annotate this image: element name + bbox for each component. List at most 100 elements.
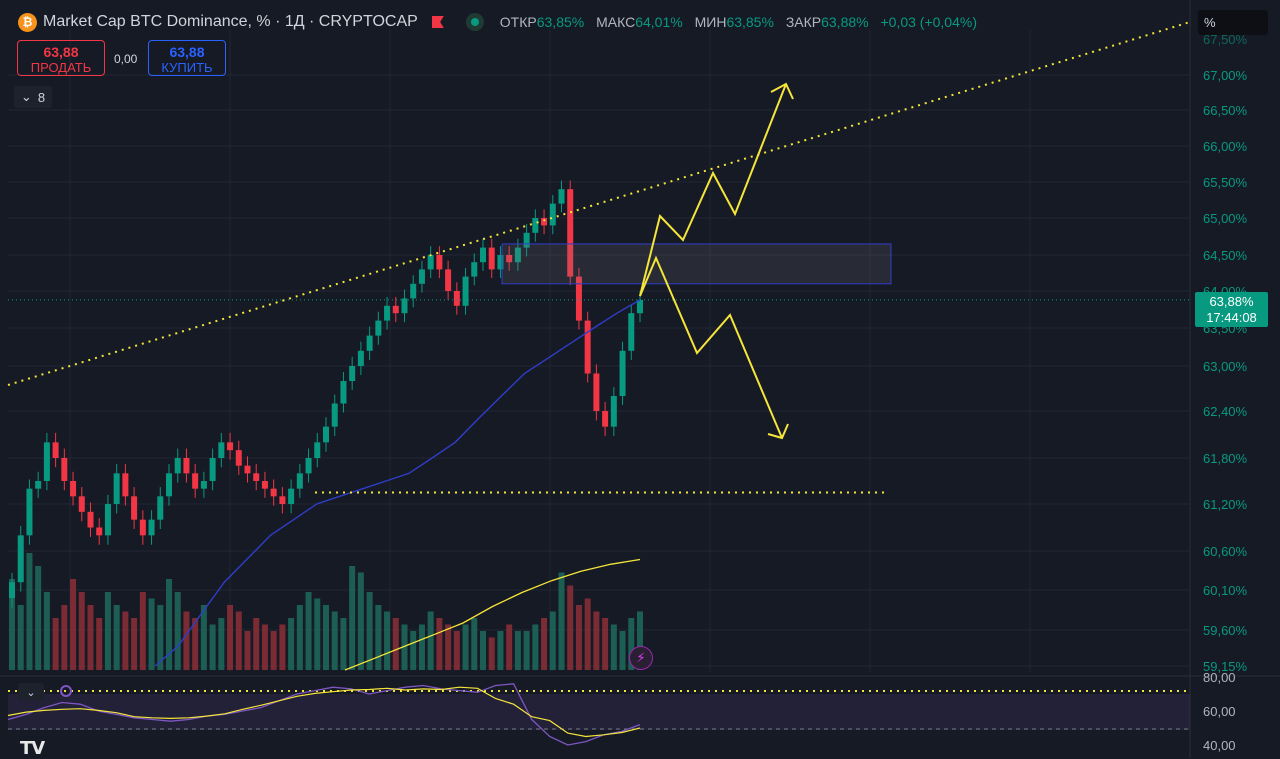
rsi-band xyxy=(8,694,1190,730)
volume-bar xyxy=(619,631,626,670)
volume-bar xyxy=(401,624,408,670)
volume-bar xyxy=(157,605,164,670)
candle-body xyxy=(104,504,111,536)
candle-body xyxy=(35,481,42,489)
candle-body xyxy=(453,291,460,306)
volume-bar xyxy=(166,579,172,670)
volume-bar xyxy=(17,605,24,670)
volume-bar xyxy=(218,618,225,670)
rsi-tick-label: 40,00 xyxy=(1203,738,1236,753)
volume-bar xyxy=(418,624,425,670)
candle-body xyxy=(43,442,50,481)
candle-body xyxy=(122,473,129,497)
candle-body xyxy=(575,276,582,321)
candle-body xyxy=(558,189,565,204)
candle-body xyxy=(488,247,495,270)
volume-bar xyxy=(357,572,364,670)
y-tick-label: 59,60% xyxy=(1203,623,1248,638)
volume-bar xyxy=(532,624,539,670)
bar-countdown: 17:44:08 xyxy=(1206,310,1257,325)
candle-body xyxy=(253,473,260,481)
candle-body xyxy=(148,519,155,536)
symbol-title[interactable]: Market Cap BTC Dominance, % · 1Д · CRYPT… xyxy=(43,13,418,30)
volume-ma-line xyxy=(344,558,641,671)
rsi-collapse-button[interactable]: ⌄ xyxy=(18,683,44,701)
scenario-up-arrowhead xyxy=(770,82,794,100)
volume-bar xyxy=(453,631,460,670)
chevron-down-icon: ⌄ xyxy=(26,686,36,699)
volume-bar xyxy=(78,592,85,670)
scale-mode-field[interactable]: % xyxy=(1198,10,1268,35)
candle-body xyxy=(305,458,312,474)
sell-button[interactable]: 63,88 ПРОДАТЬ xyxy=(17,40,105,76)
lightning-icon[interactable]: ⚡ xyxy=(629,646,653,670)
candle-body xyxy=(209,458,216,481)
candle-body xyxy=(602,411,609,427)
candle-body xyxy=(410,283,417,299)
buy-button[interactable]: 63,88 КУПИТЬ xyxy=(148,40,226,76)
volume-bar xyxy=(480,631,486,670)
spread-value: 0,00 xyxy=(114,52,138,66)
candle-body xyxy=(349,366,356,381)
candle-body xyxy=(384,305,391,321)
volume-bar xyxy=(567,585,574,670)
ohlc-high-value: 64,01% xyxy=(635,14,683,30)
candle-body xyxy=(610,396,617,427)
candle-body xyxy=(471,262,478,277)
candle-body xyxy=(131,496,138,520)
candle-body xyxy=(366,335,373,351)
moving-average-line xyxy=(154,299,641,667)
candle-body xyxy=(261,481,268,489)
volume-bar xyxy=(192,618,199,670)
y-tick-label: 66,00% xyxy=(1203,139,1248,154)
candle-body xyxy=(218,442,225,458)
candle-body xyxy=(462,276,469,306)
volume-bar xyxy=(87,605,94,670)
volume-bar xyxy=(436,618,443,670)
ohlc-open-label: ОТКР xyxy=(499,14,537,30)
volume-bar xyxy=(488,637,495,670)
y-tick-label: 61,20% xyxy=(1203,497,1248,512)
candle-body xyxy=(279,496,286,504)
candle-body xyxy=(506,255,513,263)
volume-bar xyxy=(305,592,312,670)
candle-body xyxy=(584,320,591,374)
volume-bar xyxy=(314,598,321,670)
candle-body xyxy=(96,527,103,536)
volume-bar xyxy=(200,605,207,670)
candle-body xyxy=(200,481,207,489)
volume-bar xyxy=(261,624,268,670)
candle-body xyxy=(78,496,85,512)
candle-body xyxy=(139,519,146,536)
y-tick-label: 65,00% xyxy=(1203,211,1248,226)
volume-bar xyxy=(183,611,190,670)
upper-trendline xyxy=(7,21,1191,386)
indicators-toggle[interactable]: ⌄ 8 xyxy=(14,86,52,108)
volume-bar xyxy=(462,624,469,670)
volume-bar xyxy=(26,553,33,670)
candle-body xyxy=(549,203,556,226)
candle-body xyxy=(340,381,347,404)
candle-body xyxy=(357,350,364,366)
candle-body xyxy=(192,473,199,489)
volume-bar xyxy=(174,592,181,670)
volume-bar xyxy=(584,598,591,670)
volume-bar xyxy=(148,598,155,670)
volume-bar xyxy=(384,611,391,670)
volume-bar xyxy=(43,592,50,670)
candle-body xyxy=(523,232,530,248)
candle-body xyxy=(61,458,68,481)
indicators-count: 8 xyxy=(37,89,46,105)
flag-icon[interactable] xyxy=(431,16,444,28)
candle-body xyxy=(401,298,408,314)
candle-body xyxy=(323,426,329,443)
chart-header: ₿ Market Cap BTC Dominance, % · 1Д · CRY… xyxy=(0,0,1190,44)
candle-body xyxy=(26,488,33,536)
volume-bar xyxy=(410,631,417,670)
scenario-down-arrowhead xyxy=(767,423,789,440)
ohlc-high-label: МАКС xyxy=(596,14,636,30)
volume-bar xyxy=(227,605,234,670)
candle-body xyxy=(532,218,539,233)
buy-price: 63,88 xyxy=(169,44,205,60)
